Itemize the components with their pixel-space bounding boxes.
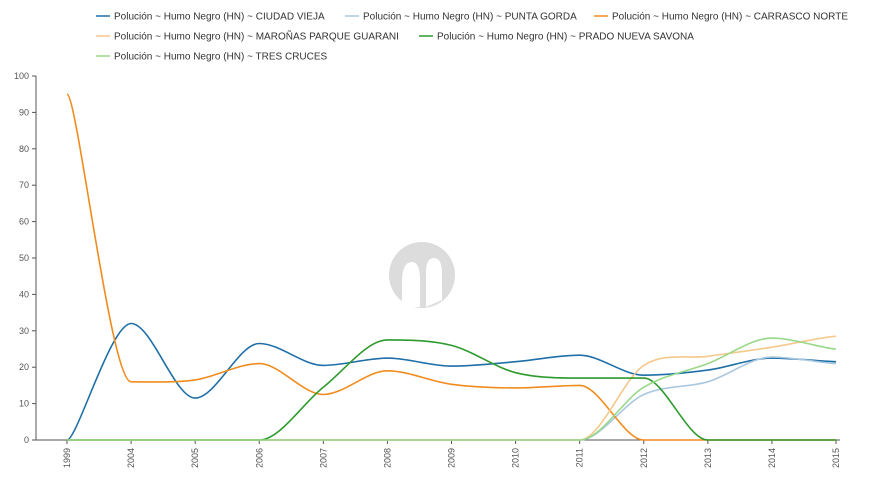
x-tick-label: 1999 — [62, 448, 72, 468]
y-tick-label: 90 — [19, 107, 29, 117]
watermark-logo — [389, 242, 455, 308]
series-line-1[interactable] — [66, 322, 837, 441]
x-tick-label: 2014 — [767, 448, 777, 468]
x-tick-label: 2013 — [703, 448, 713, 468]
series-line-4[interactable] — [67, 335, 837, 441]
legend-label: Polución ~ Humo Negro (HN) ~ PUNTA GORDA — [363, 12, 577, 23]
y-tick-label: 50 — [19, 253, 29, 263]
y-tick-label: 70 — [19, 180, 29, 190]
legend-label: Polución ~ Humo Negro (HN) ~ PRADO NUEVA… — [437, 32, 694, 43]
x-tick-label: 2007 — [318, 448, 328, 468]
legend-item[interactable]: Polución ~ Humo Negro (HN) ~ TRES CRUCES — [96, 52, 328, 63]
legend[interactable]: Polución ~ Humo Negro (HN) ~ CIUDAD VIEJ… — [96, 12, 848, 63]
y-axis: 0 10 20 30 40 50 60 70 80 90 100 — [14, 71, 37, 445]
legend-label: Polución ~ Humo Negro (HN) ~ CARRASCO NO… — [612, 12, 848, 23]
x-tick-label: 2012 — [639, 448, 649, 468]
watermark-circle — [389, 242, 455, 308]
x-axis: 1999 2004 2005 2006 2007 2008 2009 2010 2011 2012… — [36, 439, 841, 468]
x-tick-label: 2011 — [575, 448, 585, 467]
legend-label: Polución ~ Humo Negro (HN) ~ TRES CRUCES — [114, 52, 328, 63]
series-lines — [66, 93, 837, 441]
y-tick-label: 100 — [14, 71, 29, 81]
watermark-shape — [402, 258, 442, 307]
series-line-2[interactable] — [67, 356, 837, 441]
legend-item[interactable]: Polución ~ Humo Negro (HN) ~ PRADO NUEVA… — [419, 32, 694, 43]
legend-label: Polución ~ Humo Negro (HN) ~ MAROÑAS PAR… — [114, 30, 399, 43]
y-tick-label: 0 — [24, 435, 29, 445]
x-tick-label: 2010 — [511, 448, 521, 468]
series-line-6[interactable] — [67, 337, 837, 441]
y-tick-label: 60 — [19, 217, 29, 227]
y-tick-label: 20 — [19, 362, 29, 372]
y-tick-label: 80 — [19, 144, 29, 154]
x-tick-label: 2005 — [190, 448, 200, 468]
legend-label: Polución ~ Humo Negro (HN) ~ CIUDAD VIEJ… — [114, 12, 325, 23]
x-tick-label: 2006 — [254, 448, 264, 468]
legend-item[interactable]: Polución ~ Humo Negro (HN) ~ MAROÑAS PAR… — [96, 30, 399, 43]
x-tick-label: 2008 — [382, 448, 392, 468]
y-tick-label: 10 — [19, 399, 29, 409]
legend-item[interactable]: Polución ~ Humo Negro (HN) ~ CARRASCO NO… — [594, 12, 848, 23]
x-tick-label: 2015 — [831, 448, 841, 468]
legend-item[interactable]: Polución ~ Humo Negro (HN) ~ PUNTA GORDA — [345, 12, 577, 23]
x-tick-label: 2009 — [447, 448, 457, 468]
y-tick-label: 40 — [19, 289, 29, 299]
y-tick-label: 30 — [19, 326, 29, 336]
series-line-3[interactable] — [66, 93, 836, 441]
x-tick-label: 2004 — [126, 448, 136, 468]
legend-item[interactable]: Polución ~ Humo Negro (HN) ~ CIUDAD VIEJ… — [96, 12, 325, 23]
